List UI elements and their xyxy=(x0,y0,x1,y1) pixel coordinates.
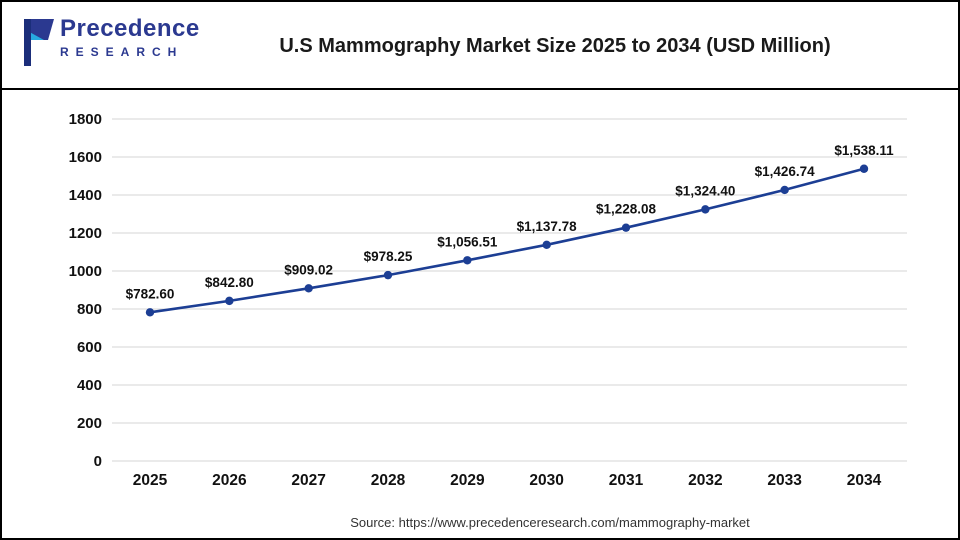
y-tick-label: 1600 xyxy=(69,149,102,166)
data-point xyxy=(225,296,234,306)
data-point xyxy=(145,308,155,317)
data-point xyxy=(621,223,631,232)
precedence-research-logo: Precedence RESEARCH xyxy=(18,15,200,68)
x-tick-label: 2026 xyxy=(212,472,247,489)
data-point xyxy=(701,205,710,214)
y-tick-label: 0 xyxy=(94,453,102,470)
y-tick-label: 1200 xyxy=(69,225,102,242)
series-line xyxy=(148,167,866,314)
y-tick-label: 600 xyxy=(77,339,102,356)
x-tick-label: 2032 xyxy=(688,472,722,489)
x-tick-label: 2033 xyxy=(767,472,802,489)
data-label: $1,228.08 xyxy=(596,202,657,217)
data-point xyxy=(859,164,869,173)
data-label: $1,056.51 xyxy=(437,234,498,249)
x-tick-label: 2027 xyxy=(291,472,325,489)
logo-name: Precedence xyxy=(60,15,200,42)
data-label: $1,538.11 xyxy=(834,143,894,158)
y-tick-label: 400 xyxy=(77,377,102,394)
x-tick-label: 2028 xyxy=(371,472,406,489)
data-label: $1,137.78 xyxy=(517,219,578,234)
y-tick-label: 1000 xyxy=(69,263,102,280)
data-label: $1,324.40 xyxy=(675,183,735,198)
source-text: Source: https://www.precedenceresearch.c… xyxy=(350,515,750,530)
data-label: $909.02 xyxy=(284,262,333,277)
data-label: $1,426.74 xyxy=(755,164,816,179)
chart-title: U.S Mammography Market Size 2025 to 2034… xyxy=(279,34,831,57)
y-tick-label: 1400 xyxy=(69,187,102,204)
x-tick-label: 2030 xyxy=(529,472,563,489)
x-tick-label: 2031 xyxy=(609,472,644,489)
data-point xyxy=(383,270,393,280)
x-tick-label: 2029 xyxy=(450,472,485,489)
data-point xyxy=(463,256,472,265)
data-point xyxy=(542,240,551,250)
data-label: $782.60 xyxy=(126,286,175,301)
chart-area: 0 200 400 600 800 1000 1200 1400 1600 1800 2025 202… xyxy=(2,90,958,515)
logo-text: Precedence RESEARCH xyxy=(60,15,200,60)
data-label: $978.25 xyxy=(364,249,413,264)
y-tick-label: 200 xyxy=(77,415,102,432)
data-point xyxy=(780,185,789,195)
market-size-line-chart: 0 200 400 600 800 1000 1200 1400 1600 1800 2025 202… xyxy=(69,111,907,489)
y-tick-label: 1800 xyxy=(69,111,102,128)
data-point xyxy=(304,284,313,293)
data-label: $842.80 xyxy=(205,275,254,290)
x-tick-label: 2025 xyxy=(133,472,168,489)
header: Precedence RESEARCH U.S Mammography Mark… xyxy=(2,2,958,90)
logo-flag-icon xyxy=(24,19,54,66)
y-tick-label: 800 xyxy=(77,301,102,318)
logo-subname: RESEARCH xyxy=(60,45,184,60)
x-tick-label: 2034 xyxy=(847,472,882,489)
